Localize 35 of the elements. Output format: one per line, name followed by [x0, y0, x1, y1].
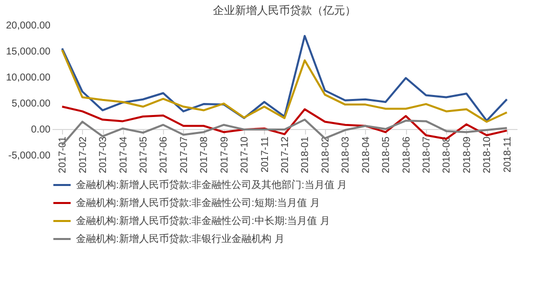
x-tick-label: 2018-09	[462, 136, 473, 174]
x-tick-label: 2018-04	[360, 136, 372, 174]
line-series	[61, 34, 508, 122]
x-tick-label: 2017-09	[219, 136, 230, 174]
legend-label: 金融机构:新增人民币贷款:非金融性公司及其他部门:当月值 月	[76, 179, 348, 191]
y-tick-label: 0.00	[31, 124, 51, 136]
x-tick-label: 2017-12	[280, 136, 291, 174]
legend-label: 金融机构:新增人民币贷款:非金融性公司:中长期:当月值 月	[76, 215, 330, 227]
x-tick-label: 2018-02	[320, 136, 332, 174]
x-tick-label: 2018-03	[340, 136, 352, 174]
line-series	[61, 48, 508, 123]
x-tick-label: 2017-10	[240, 136, 251, 174]
legend-label: 金融机构:新增人民币贷款:非金融性公司:短期:当月值 月	[76, 197, 320, 209]
x-tick-label: 2017-11	[260, 136, 271, 172]
x-tick-label: 2017-06	[158, 136, 170, 174]
y-tick-label: 20,000.00	[6, 20, 51, 32]
x-tick-label: 2017-05	[138, 136, 150, 174]
x-tick-label: 2018-10	[482, 136, 494, 174]
x-tick-label: 2017-07	[178, 136, 190, 174]
x-tick-label: 2018-07	[422, 136, 433, 174]
x-tick-label: 2018-06	[401, 136, 412, 174]
x-tick-label: 2017-01	[58, 136, 69, 174]
y-tick-label: -5,000.00	[8, 150, 51, 162]
chart-title: 企业新增人民币贷款（亿元）	[213, 4, 356, 17]
y-tick-label: 15,000.00	[6, 46, 51, 58]
x-tick-label: 2018-05	[381, 136, 392, 174]
y-tick-label: 5,000.00	[12, 98, 51, 110]
x-tick-label: 2018-01	[300, 136, 312, 174]
x-tick-label: 2018-11	[502, 136, 514, 172]
y-tick-label: 10,000.00	[6, 72, 51, 84]
x-tick-label: 2017-08	[199, 136, 210, 174]
legend-label: 金融机构:新增人民币贷款:非银行业金融机构 月	[76, 233, 284, 245]
x-tick-label: 2017-02	[78, 136, 89, 174]
x-tick-label: 2017-03	[98, 136, 110, 174]
x-tick-label: 2017-04	[118, 136, 130, 174]
